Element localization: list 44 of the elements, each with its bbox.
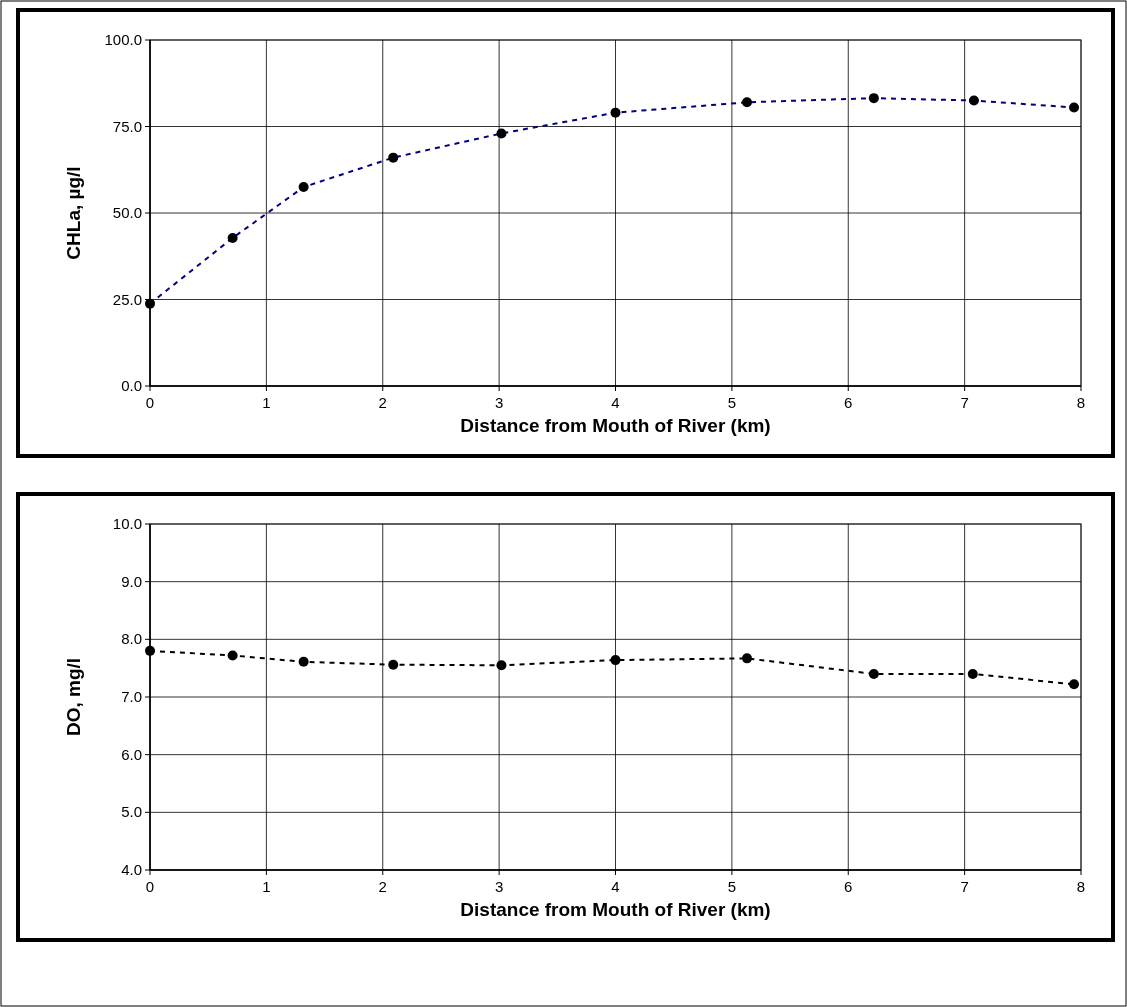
y-axis-title: DO, mg/l bbox=[63, 657, 84, 737]
point bbox=[742, 653, 752, 664]
x-axis-title: Distance from Mouth of River (km) bbox=[460, 899, 771, 920]
x-tick-label: 5 bbox=[727, 394, 737, 411]
x-axis-title: Distance from Mouth of River (km) bbox=[460, 415, 771, 436]
x-tick-label: 0 bbox=[145, 394, 155, 411]
x-tick-label: 7 bbox=[960, 394, 969, 411]
x-tick-label: 8 bbox=[1076, 878, 1086, 895]
y-tick-label: 50.0 bbox=[112, 204, 142, 221]
y-tick-label: 9.0 bbox=[121, 572, 142, 590]
y-tick-label: 100.0 bbox=[104, 31, 142, 48]
y-tick-label: 8.0 bbox=[121, 630, 142, 648]
x-tick-label: 4 bbox=[611, 878, 620, 895]
x-tick-label: 3 bbox=[494, 394, 504, 411]
y-tick-label: 25.0 bbox=[112, 290, 142, 308]
x-tick-label: 3 bbox=[494, 878, 504, 895]
x-tick-label: 4 bbox=[611, 394, 620, 411]
x-tick-label: 2 bbox=[378, 878, 387, 895]
y-tick-label: 7.0 bbox=[121, 688, 142, 705]
point bbox=[868, 668, 879, 679]
x-tick-label: 5 bbox=[727, 878, 737, 895]
y-axis-title: CHLa, µg/l bbox=[63, 166, 84, 260]
y-tick-label: 0.0 bbox=[121, 377, 142, 394]
point bbox=[496, 660, 507, 671]
y-tick-label: 5.0 bbox=[121, 803, 142, 821]
point bbox=[388, 659, 399, 670]
x-tick-label: 7 bbox=[960, 878, 969, 895]
point bbox=[227, 650, 238, 661]
point bbox=[1069, 679, 1080, 690]
x-tick-label: 1 bbox=[262, 394, 271, 411]
point bbox=[610, 655, 621, 666]
y-tick-label: 6.0 bbox=[121, 745, 142, 763]
x-tick-label: 0 bbox=[145, 878, 155, 895]
x-tick-label: 8 bbox=[1076, 394, 1086, 411]
x-tick-label: 6 bbox=[844, 394, 853, 411]
y-tick-label: 75.0 bbox=[112, 117, 142, 135]
x-tick-label: 2 bbox=[378, 394, 387, 411]
x-tick-label: 6 bbox=[844, 878, 853, 895]
point bbox=[145, 645, 155, 656]
y-tick-label: 10.0 bbox=[112, 515, 142, 532]
point bbox=[298, 656, 309, 667]
x-tick-label: 1 bbox=[262, 878, 271, 895]
point bbox=[967, 668, 978, 679]
y-tick-label: 4.0 bbox=[121, 861, 142, 878]
